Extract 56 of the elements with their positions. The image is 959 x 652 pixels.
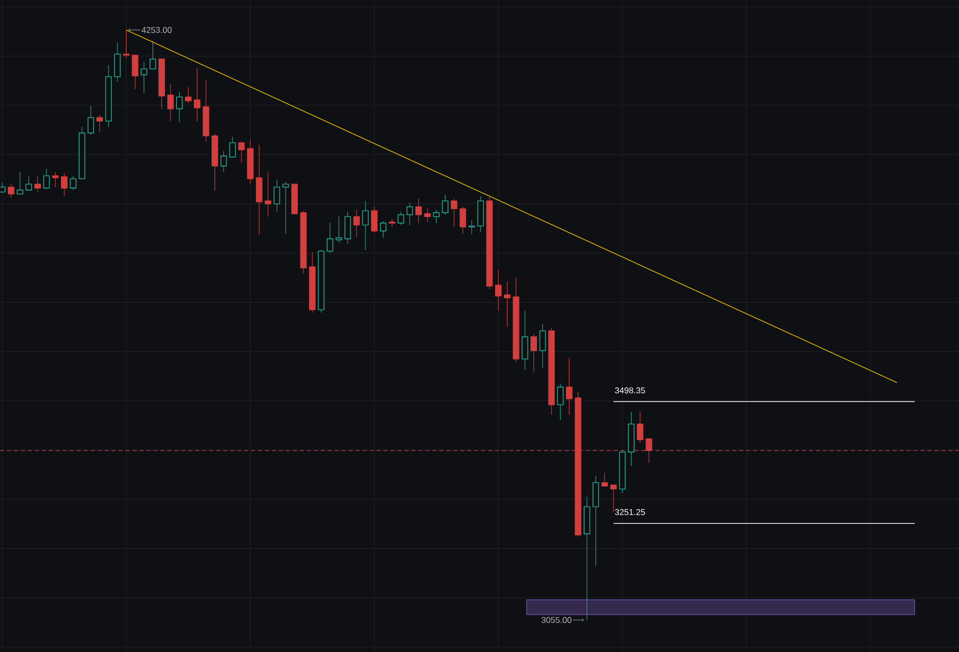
candlestick — [34, 175, 41, 192]
candlestick — [566, 358, 572, 415]
candlestick — [601, 472, 608, 486]
candlestick — [282, 181, 289, 234]
candlestick — [70, 175, 76, 190]
candlestick — [43, 168, 50, 190]
candlestick — [336, 216, 342, 244]
candlestick — [150, 40, 156, 70]
candlestick — [140, 62, 148, 94]
candlestick — [522, 310, 528, 370]
ref-line-label: 3498.35 — [615, 387, 645, 394]
candlestick — [406, 202, 413, 226]
annotation: 3055.00 — [541, 617, 572, 623]
candlestick — [52, 172, 59, 188]
candlestick — [371, 206, 378, 234]
candlestick — [539, 324, 546, 368]
candlestick — [194, 68, 200, 122]
candlestick — [114, 42, 121, 82]
candlestick — [238, 141, 245, 164]
candlestick — [495, 270, 502, 312]
candlestick — [388, 218, 396, 228]
candlestick — [610, 484, 617, 513]
candlestick — [123, 30, 130, 58]
candlestick — [344, 211, 351, 244]
candlestick — [220, 150, 227, 172]
candlestick — [415, 198, 422, 224]
candlestick — [433, 209, 440, 224]
candlestick — [274, 179, 280, 212]
candlestick — [362, 200, 369, 250]
annotation: 4253.00 — [142, 27, 172, 33]
candlestick — [442, 194, 448, 215]
candlestick — [88, 106, 94, 136]
candlestick — [646, 438, 652, 464]
candlestick — [636, 411, 644, 444]
candlestick — [460, 206, 466, 234]
candlestick — [380, 220, 386, 238]
candlestick — [424, 207, 431, 222]
candlestick — [468, 220, 475, 234]
candlestick — [176, 92, 183, 122]
candlestick — [229, 136, 236, 158]
candlestick — [60, 172, 68, 196]
ref-line-label: 3251.25 — [615, 509, 645, 516]
candlestick — [504, 281, 510, 328]
candlestick — [398, 211, 404, 226]
candlestick — [96, 114, 103, 132]
candlestick — [450, 198, 458, 228]
candlestick — [185, 86, 192, 104]
candlestick — [557, 383, 564, 420]
candlestick — [16, 172, 24, 194]
candlestick — [8, 184, 14, 198]
candlestick — [167, 84, 174, 122]
candlestick — [353, 209, 360, 238]
candlestick — [132, 54, 138, 90]
candlestick — [326, 222, 334, 254]
candlestick — [26, 175, 32, 190]
candlestick — [530, 334, 537, 374]
